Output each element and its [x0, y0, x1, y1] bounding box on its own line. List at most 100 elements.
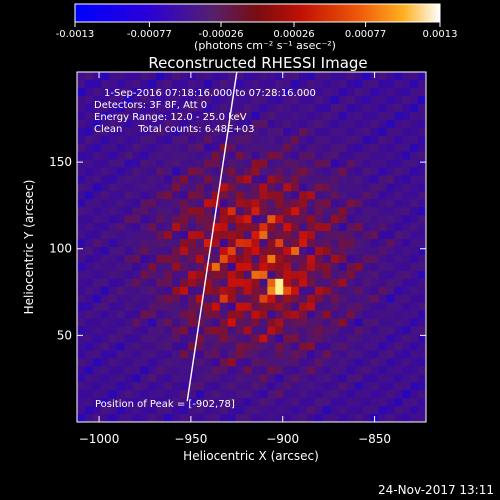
heatmap-cell [362, 223, 372, 232]
heatmap-cell [283, 254, 292, 264]
heatmap-cell [394, 127, 403, 137]
heatmap-cell [84, 382, 94, 391]
heatmap-cell [314, 159, 324, 169]
heatmap-cell [291, 350, 300, 359]
heatmap-cell [354, 111, 364, 121]
heatmap-cell [132, 390, 142, 399]
heatmap-cell [275, 350, 284, 359]
heatmap-cell [394, 262, 403, 272]
heatmap-cell [188, 310, 197, 320]
heatmap-cell [203, 310, 213, 320]
heatmap-cell [275, 390, 284, 399]
heatmap-cell [291, 374, 300, 383]
heatmap-cell [132, 342, 142, 351]
heatmap-cell [346, 366, 356, 375]
heatmap-cell [188, 350, 197, 359]
heatmap-cell [330, 175, 340, 184]
heatmap-cell [211, 143, 221, 153]
heatmap-cell [378, 87, 387, 97]
heatmap-cell [180, 326, 189, 336]
heatmap-cell [267, 151, 276, 161]
heatmap-cell [148, 390, 157, 399]
heatmap-cell [410, 270, 419, 280]
heatmap-cell [188, 191, 197, 200]
heatmap-cell [259, 175, 268, 184]
heatmap-cell [116, 95, 126, 105]
heatmap-cell [140, 167, 149, 176]
heatmap-cell [386, 374, 395, 383]
heatmap-cell [92, 382, 102, 391]
heatmap-cell [140, 191, 149, 200]
heatmap-cell [188, 318, 197, 328]
heatmap-cell [195, 326, 205, 336]
heatmap-cell [299, 334, 308, 344]
heatmap-cell [283, 143, 292, 153]
heatmap-cell [418, 191, 426, 200]
heatmap-cell [354, 143, 364, 153]
heatmap-cell [116, 302, 126, 312]
heatmap-cell [283, 342, 292, 351]
heatmap-cell [227, 366, 237, 375]
heatmap-cell [188, 414, 197, 422]
heatmap-cell [330, 262, 340, 272]
heatmap-cell [291, 254, 300, 264]
heatmap-cell [370, 207, 380, 216]
heatmap-cell [180, 247, 189, 256]
heatmap-cell [132, 366, 142, 375]
heatmap-cell [346, 302, 356, 312]
heatmap-cell [418, 358, 426, 367]
heatmap-cell [164, 318, 173, 328]
heatmap-cell [243, 95, 253, 105]
heatmap-cell [108, 167, 118, 176]
heatmap-cell [140, 207, 149, 216]
plot-frame [76, 71, 427, 423]
heatmap-cell [156, 382, 165, 391]
heatmap-cell [124, 270, 134, 280]
heatmap-cell [299, 350, 308, 359]
heatmap-cell [259, 127, 268, 137]
heatmap-cell [243, 159, 253, 169]
heatmap-cell [418, 390, 426, 399]
heatmap-cell [172, 167, 181, 176]
heatmap-cell [267, 199, 276, 208]
heatmap-cell [410, 87, 419, 97]
heatmap-cell [322, 151, 332, 161]
heatmap-cell [180, 254, 189, 264]
heatmap-cell [164, 143, 173, 153]
heatmap-cell [211, 326, 221, 336]
heatmap-cell [164, 358, 173, 367]
heatmap-cell [251, 183, 261, 192]
heatmap-cell [148, 374, 157, 383]
heatmap-cell [275, 175, 284, 184]
heatmap-cell [386, 127, 395, 137]
heatmap-cell [116, 358, 126, 367]
heatmap-cell [354, 262, 364, 272]
heatmap-cell [195, 127, 205, 137]
heatmap-cell [354, 310, 364, 320]
heatmap-cell [100, 223, 110, 232]
heatmap-cell [140, 262, 149, 272]
heatmap-cell [354, 191, 364, 200]
heatmap-cell [322, 119, 332, 129]
heatmap-cell [164, 127, 173, 137]
heatmap-cell [227, 358, 237, 367]
heatmap-cell [108, 254, 118, 264]
heatmap-cell [140, 318, 149, 328]
heatmap-cell [219, 72, 229, 81]
heatmap-cell [92, 294, 102, 304]
heatmap-cell [307, 103, 316, 113]
heatmap-cell [92, 87, 102, 97]
heatmap-cell [108, 143, 118, 153]
heatmap-cell [211, 111, 221, 121]
heatmap-cell [148, 270, 157, 280]
heatmap-cell [402, 231, 411, 240]
heatmap-cell [275, 167, 284, 176]
heatmap-cell [132, 223, 142, 232]
heatmap-cell [140, 223, 149, 232]
heatmap-cell [402, 111, 411, 121]
heatmap-cell [330, 342, 340, 351]
heatmap-cell [92, 254, 102, 264]
heatmap-cell [164, 87, 173, 97]
heatmap-cell [378, 390, 387, 399]
heatmap-cell [251, 350, 261, 359]
